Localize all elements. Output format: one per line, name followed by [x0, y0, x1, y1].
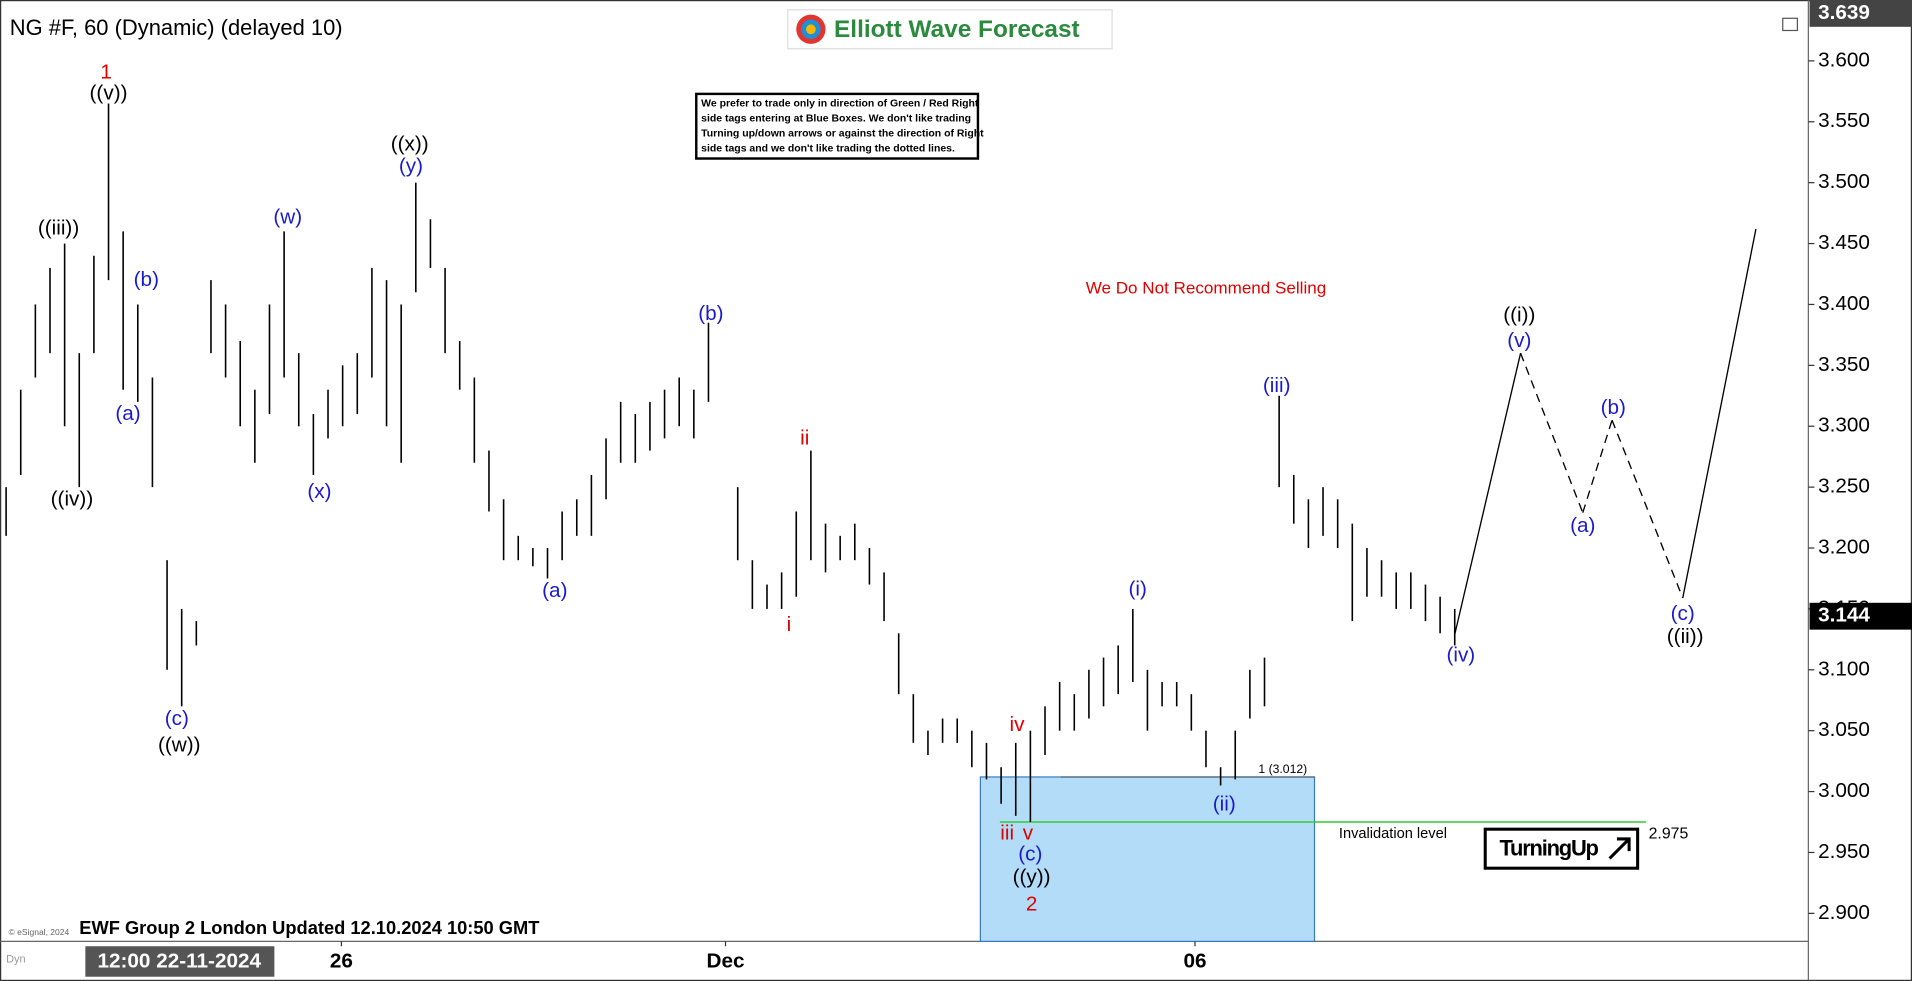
updated-text: EWF Group 2 London Updated 12.10.2024 10… [79, 917, 539, 938]
invalidation-label: Invalidation level [1339, 826, 1447, 842]
wave-label: (c) [1671, 602, 1695, 625]
wave-label: (a) [1570, 514, 1595, 537]
blue-box [979, 776, 1316, 942]
wave-label: (v) [1507, 329, 1531, 352]
x-tick-label: Dec [707, 950, 745, 973]
wave-label: iii [1000, 822, 1014, 845]
wave-label: (iv) [1446, 644, 1475, 667]
wave-label: (b) [698, 302, 723, 325]
wave-label: ((iv)) [51, 487, 94, 510]
x-tick-label: 26 [330, 950, 353, 973]
cursor-label: 12:00 22-11-2024 [97, 950, 261, 973]
y-tick-label: 3.300 [1818, 414, 1870, 437]
wave-label: (c) [165, 707, 189, 730]
y-tick-label: 3.100 [1818, 657, 1870, 680]
price-tag [1809, 0, 1912, 27]
wave-label: (w) [273, 206, 302, 229]
blue-box-label: 1 (3.012) [1258, 762, 1307, 776]
projection-segment [1582, 419, 1613, 513]
notice-line: side tags and we don't like trading the … [701, 143, 955, 154]
y-tick-label: 3.500 [1818, 170, 1870, 193]
wave-label: (a) [115, 402, 140, 425]
wave-label: (ii) [1213, 792, 1236, 815]
mode: Dyn [6, 954, 26, 966]
wave-label: ((iii)) [38, 217, 79, 240]
wave-label: (c) [1018, 842, 1042, 865]
cursor-box [85, 946, 275, 977]
wave-label: ii [800, 426, 809, 449]
notice-line: We prefer to trade only in direction of … [701, 98, 979, 109]
projection-segment [1454, 353, 1522, 635]
wave-label: (x) [307, 480, 331, 503]
wave-label: i [787, 613, 792, 636]
signal: TurningUp [1499, 836, 1598, 861]
notice: We prefer to trade only in direction of … [701, 98, 984, 154]
wave-label: v [1023, 822, 1034, 845]
wave-label: ((w)) [158, 734, 201, 757]
y-tick-label: 3.250 [1818, 475, 1870, 498]
projection-segment [1682, 228, 1757, 599]
wave-label: ((i)) [1503, 303, 1535, 326]
y-tick-label: 3.200 [1818, 535, 1870, 558]
notice-line: Turning up/down arrows or against the di… [701, 128, 984, 139]
notice-box [695, 92, 980, 160]
notice-line: side tags entering at Blue Boxes. We don… [701, 113, 971, 124]
logo-text: Elliott Wave Forecast [834, 16, 1080, 43]
logo: Elliott Wave Forecast [787, 9, 1113, 50]
y-tick-label: 2.950 [1818, 840, 1870, 863]
price-tag [1809, 602, 1912, 630]
y-tick-label: 3.450 [1818, 231, 1870, 254]
invalidation-value: 2.975 [1649, 825, 1689, 842]
y-tick-label: 2.900 [1818, 901, 1870, 924]
wave-label: (b) [134, 268, 159, 291]
projection-segment [1611, 419, 1684, 599]
y-tick-label: 3.350 [1818, 353, 1870, 376]
wave-label: ((v)) [90, 81, 128, 104]
wave-label: 2 [1026, 892, 1038, 915]
note: We Do Not Recommend Selling [1086, 279, 1327, 298]
y-tick-label: 3.600 [1818, 48, 1870, 71]
wave-label: (a) [542, 579, 567, 602]
signal-arrow [1608, 837, 1631, 860]
y-tick-label: 3.050 [1818, 718, 1870, 741]
x-tick-label: 06 [1183, 950, 1206, 973]
wave-label: (iii) [1263, 374, 1291, 397]
wave-label: 1 [100, 61, 112, 84]
wave-label: iv [1009, 713, 1025, 736]
symbol: NG #F, 60 (Dynamic) (delayed 10) [10, 15, 343, 40]
wave-label: ((ii)) [1667, 625, 1704, 648]
copyright: © eSignal, 2024 [9, 927, 70, 937]
wave-label: (i) [1128, 578, 1146, 601]
wave-label: ((y)) [1013, 865, 1051, 888]
wave-label: (b) [1601, 396, 1626, 419]
price-tag-label: 3.639 [1818, 1, 1870, 24]
price-tag-label: 3.144 [1818, 604, 1870, 627]
wave-label: (y) [399, 155, 423, 178]
y-tick-label: 3.400 [1818, 292, 1870, 315]
y-tick-label: 3.000 [1818, 779, 1870, 802]
y-tick-label: 3.550 [1818, 109, 1870, 132]
wave-label: ((x)) [391, 133, 429, 156]
window-icon [1782, 17, 1798, 32]
signal-box[interactable] [1483, 827, 1640, 870]
